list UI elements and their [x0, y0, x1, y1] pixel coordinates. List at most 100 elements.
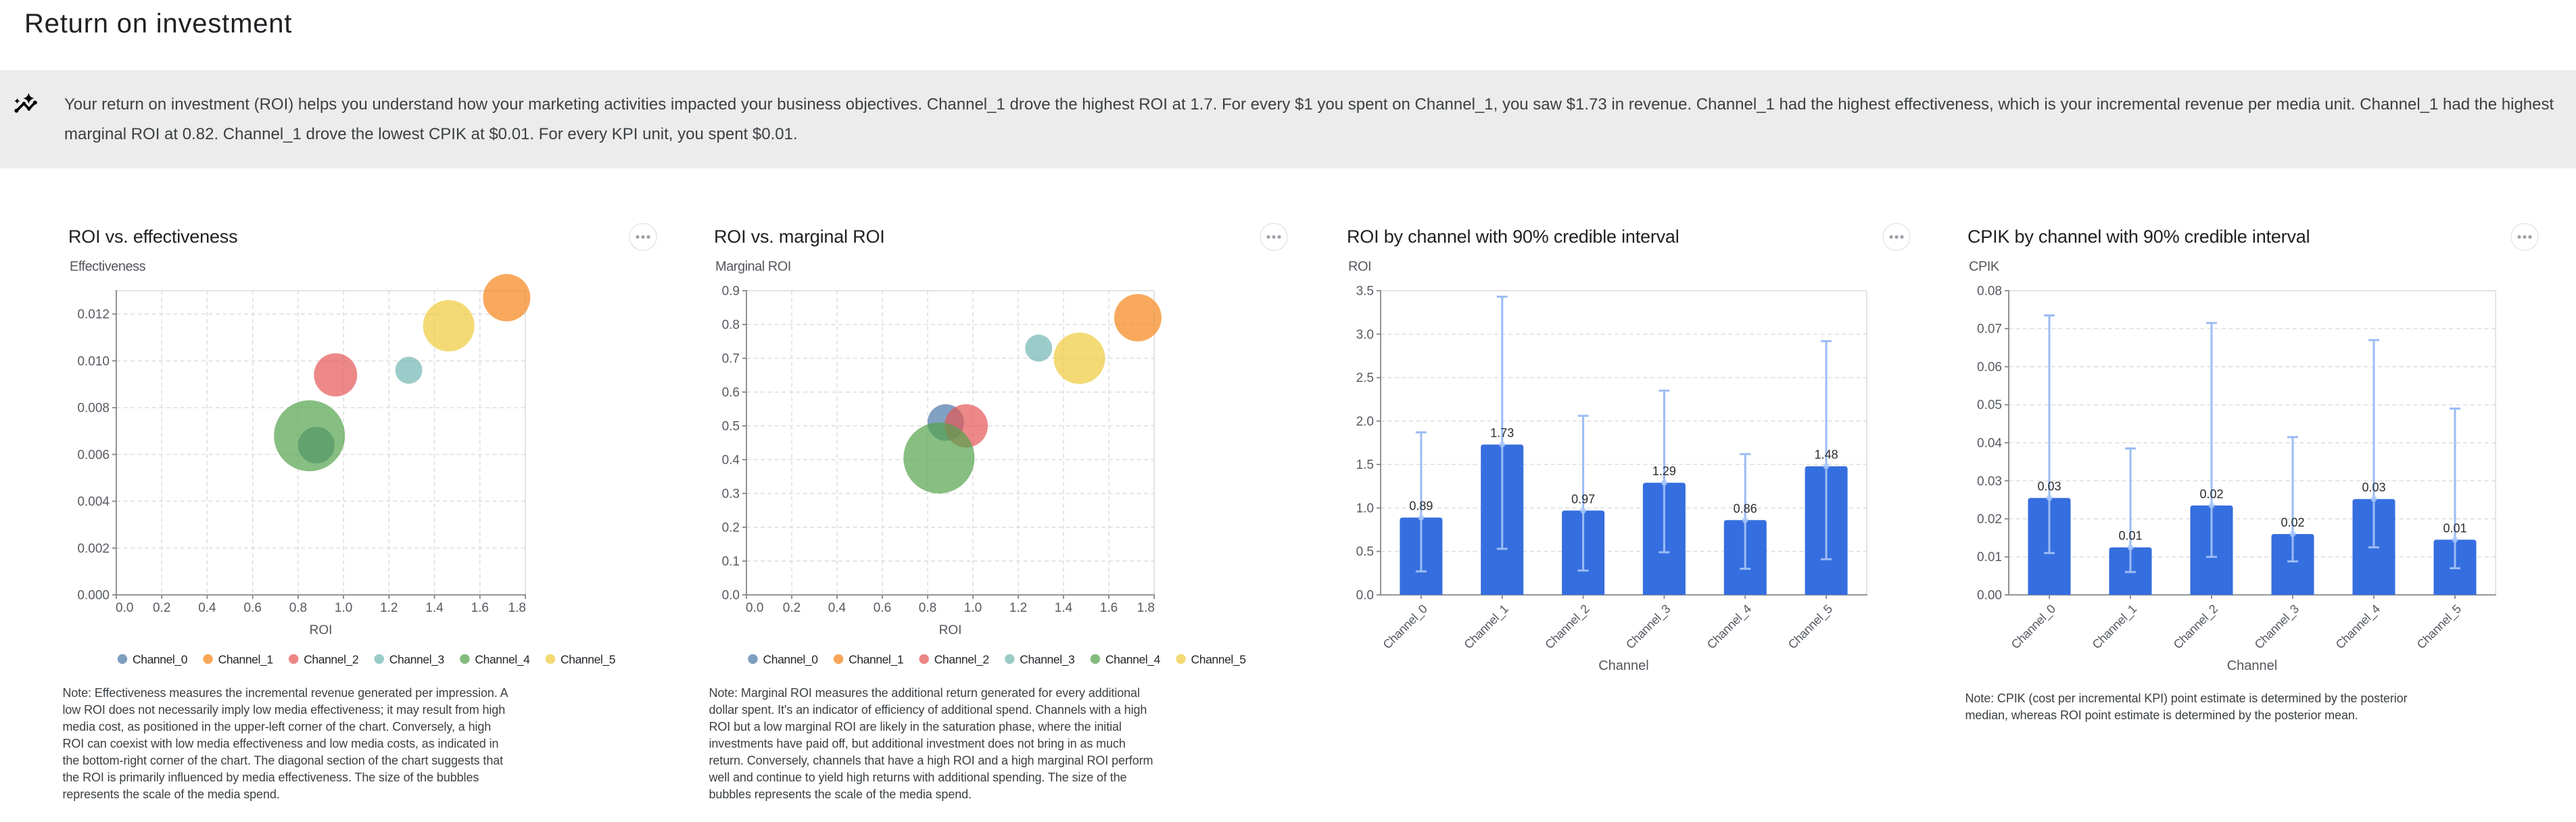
svg-text:0.03: 0.03 — [2037, 480, 2061, 493]
svg-text:2.0: 2.0 — [1356, 414, 1374, 429]
svg-text:0.97: 0.97 — [1571, 492, 1595, 506]
svg-text:1.0: 1.0 — [335, 601, 352, 615]
svg-text:Marginal ROI: Marginal ROI — [715, 260, 791, 274]
svg-text:1.2: 1.2 — [1009, 601, 1027, 615]
svg-text:1.0: 1.0 — [1356, 502, 1374, 516]
svg-text:0.86: 0.86 — [1734, 502, 1757, 515]
svg-text:ROI vs. marginal ROI: ROI vs. marginal ROI — [714, 226, 885, 247]
svg-text:0.06: 0.06 — [1977, 360, 2002, 374]
svg-text:0.2: 0.2 — [722, 521, 740, 535]
svg-text:0.004: 0.004 — [77, 495, 110, 509]
svg-text:0.9: 0.9 — [722, 285, 740, 299]
svg-text:ROI vs. effectiveness: ROI vs. effectiveness — [68, 226, 237, 247]
svg-text:0.03: 0.03 — [1977, 475, 2002, 489]
svg-text:0.7: 0.7 — [722, 352, 740, 366]
svg-text:0.6: 0.6 — [874, 601, 891, 615]
svg-text:ROI: ROI — [1348, 260, 1371, 274]
svg-text:3.5: 3.5 — [1356, 285, 1374, 299]
svg-text:0.07: 0.07 — [1977, 322, 2002, 337]
svg-text:0.1: 0.1 — [722, 555, 740, 569]
svg-text:0.4: 0.4 — [198, 601, 216, 615]
svg-text:0.0: 0.0 — [746, 601, 763, 615]
svg-text:0.0: 0.0 — [1356, 589, 1374, 603]
svg-text:Effectiveness: Effectiveness — [70, 260, 146, 274]
svg-text:1.4: 1.4 — [425, 601, 444, 615]
svg-text:1.29: 1.29 — [1652, 464, 1676, 478]
svg-text:Channel_1: Channel_1 — [1461, 602, 1511, 652]
svg-text:Channel_0: Channel_0 — [1381, 602, 1431, 652]
svg-text:0.05: 0.05 — [1977, 398, 2002, 412]
svg-text:0.6: 0.6 — [722, 386, 740, 400]
svg-text:0.2: 0.2 — [783, 601, 801, 615]
svg-text:Channel_0: Channel_0 — [133, 653, 188, 667]
svg-text:0.03: 0.03 — [2362, 481, 2385, 494]
svg-text:2.5: 2.5 — [1356, 371, 1374, 385]
svg-text:1.8: 1.8 — [508, 601, 526, 615]
svg-text:Channel_4: Channel_4 — [2333, 602, 2383, 652]
svg-text:1.8: 1.8 — [1137, 601, 1155, 615]
svg-text:0.01: 0.01 — [2443, 521, 2466, 535]
svg-text:Channel_1: Channel_1 — [849, 653, 903, 667]
svg-text:0.012: 0.012 — [77, 308, 110, 322]
svg-text:CPIK by channel with 90% credi: CPIK by channel with 90% credible interv… — [1967, 226, 2310, 247]
svg-text:Channel_2: Channel_2 — [2171, 602, 2221, 652]
svg-text:ROI: ROI — [939, 623, 962, 637]
svg-text:0.008: 0.008 — [77, 402, 110, 416]
svg-text:Channel_3: Channel_3 — [389, 653, 444, 667]
svg-text:0.4: 0.4 — [722, 454, 740, 468]
svg-text:1.0: 1.0 — [964, 601, 982, 615]
svg-text:Channel_4: Channel_4 — [1105, 653, 1161, 667]
svg-text:0.02: 0.02 — [1977, 512, 2002, 527]
svg-text:0.08: 0.08 — [1977, 285, 2002, 299]
svg-text:0.5: 0.5 — [722, 420, 740, 434]
svg-text:Channel_5: Channel_5 — [1191, 653, 1246, 667]
svg-text:Channel_5: Channel_5 — [560, 653, 615, 667]
svg-text:0.5: 0.5 — [1356, 545, 1374, 559]
svg-text:0.010: 0.010 — [77, 354, 110, 368]
svg-text:3.0: 3.0 — [1356, 328, 1374, 342]
svg-text:0.0: 0.0 — [722, 589, 740, 603]
svg-text:0.006: 0.006 — [77, 448, 110, 462]
svg-text:1.4: 1.4 — [1055, 601, 1073, 615]
svg-text:ROI by channel with 90% credib: ROI by channel with 90% credible interva… — [1347, 226, 1679, 247]
svg-text:1.6: 1.6 — [471, 601, 489, 615]
svg-text:Channel_5: Channel_5 — [1786, 602, 1836, 652]
svg-text:CPIK: CPIK — [1969, 260, 2000, 274]
svg-text:1.73: 1.73 — [1490, 427, 1514, 440]
svg-text:0.002: 0.002 — [77, 541, 110, 556]
svg-text:Channel_3: Channel_3 — [2252, 602, 2302, 652]
svg-text:0.000: 0.000 — [77, 589, 110, 603]
svg-text:Channel_0: Channel_0 — [2009, 602, 2059, 652]
svg-text:1.2: 1.2 — [380, 601, 398, 615]
svg-text:0.0: 0.0 — [116, 601, 133, 615]
svg-text:0.02: 0.02 — [2281, 516, 2304, 529]
svg-text:Channel_0: Channel_0 — [763, 653, 819, 667]
svg-text:Channel_2: Channel_2 — [304, 653, 358, 667]
svg-text:Channel: Channel — [1598, 658, 1649, 673]
svg-text:0.8: 0.8 — [919, 601, 936, 615]
svg-text:0.4: 0.4 — [828, 601, 846, 615]
svg-text:Channel_4: Channel_4 — [475, 653, 530, 667]
svg-text:0.00: 0.00 — [1977, 589, 2002, 603]
svg-text:Channel_2: Channel_2 — [1542, 602, 1592, 652]
svg-text:Channel_5: Channel_5 — [2414, 602, 2464, 652]
svg-text:1.48: 1.48 — [1815, 448, 1838, 462]
svg-text:1.6: 1.6 — [1100, 601, 1118, 615]
svg-text:0.3: 0.3 — [722, 487, 740, 502]
svg-text:1.5: 1.5 — [1356, 458, 1374, 473]
svg-text:Channel_4: Channel_4 — [1704, 602, 1755, 652]
svg-text:Channel: Channel — [2227, 658, 2278, 673]
svg-text:0.8: 0.8 — [289, 601, 307, 615]
svg-text:0.02: 0.02 — [2199, 487, 2223, 501]
svg-text:Channel_1: Channel_1 — [2090, 602, 2140, 652]
svg-text:0.04: 0.04 — [1977, 437, 2002, 451]
svg-text:Channel_2: Channel_2 — [934, 653, 989, 667]
svg-text:0.2: 0.2 — [153, 601, 170, 615]
svg-text:Channel_3: Channel_3 — [1020, 653, 1074, 667]
svg-text:Channel_1: Channel_1 — [218, 653, 273, 667]
svg-text:Channel_3: Channel_3 — [1623, 602, 1673, 652]
svg-text:0.8: 0.8 — [722, 318, 740, 333]
svg-text:0.89: 0.89 — [1409, 500, 1433, 513]
svg-text:0.01: 0.01 — [2118, 529, 2142, 543]
svg-text:0.01: 0.01 — [1977, 550, 2002, 564]
